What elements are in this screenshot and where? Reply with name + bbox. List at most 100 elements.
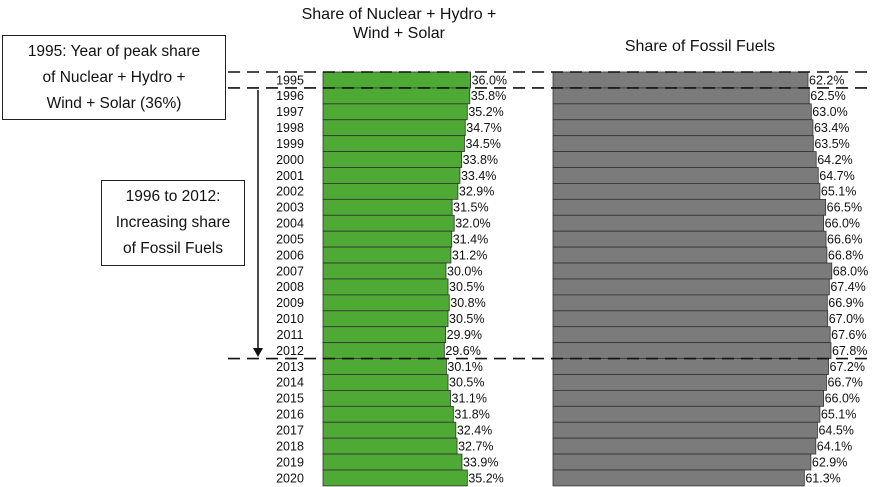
value-label: 61.3% [805, 471, 840, 485]
bar [552, 151, 817, 168]
y-tick-label: 2000 [276, 153, 304, 167]
value-label: 66.0% [825, 217, 860, 231]
value-label: 33.4% [461, 169, 496, 183]
value-label: 63.5% [814, 137, 849, 151]
y-tick-label: 2015 [276, 392, 304, 406]
bar [552, 358, 829, 375]
bar [322, 278, 449, 296]
value-label: 32.4% [457, 423, 492, 437]
bar [552, 278, 830, 296]
bar [552, 405, 821, 423]
value-label: 34.5% [465, 137, 500, 151]
bar [552, 135, 814, 152]
value-label: 65.1% [821, 408, 856, 422]
y-tick-label: 2016 [276, 408, 304, 422]
bar [552, 119, 814, 137]
value-label: 68.0% [833, 264, 868, 278]
annotation: 1995: Year of peak share of Nuclear + Hy… [2, 35, 226, 120]
y-tick-label: 1999 [276, 137, 304, 151]
value-label: 64.2% [817, 153, 852, 167]
value-label: 35.2% [468, 105, 503, 119]
value-label: 66.8% [828, 248, 863, 262]
bar [552, 71, 809, 89]
value-label: 67.6% [831, 328, 866, 342]
y-tick-label: 2013 [276, 360, 304, 374]
bar [322, 453, 463, 471]
bar [552, 374, 827, 391]
value-label: 30.8% [450, 296, 485, 310]
value-label: 31.4% [453, 232, 488, 246]
bar [322, 167, 461, 184]
y-tick-label: 2002 [276, 185, 304, 199]
y-tick-label: 2008 [276, 280, 304, 294]
bar [322, 294, 450, 312]
bar [322, 135, 465, 152]
bar [322, 326, 446, 344]
y-tick-label: 2020 [276, 471, 304, 485]
y-tick-label: 2004 [276, 217, 304, 231]
value-label: 66.0% [825, 392, 860, 406]
value-label: 31.5% [453, 201, 488, 215]
bar [552, 342, 832, 359]
value-label: 34.7% [466, 121, 501, 135]
bar [322, 310, 449, 328]
value-label: 31.2% [452, 248, 487, 262]
y-tick-label: 2003 [276, 201, 304, 215]
bar [322, 246, 452, 264]
value-label: 64.5% [818, 423, 853, 437]
value-label: 30.0% [447, 264, 482, 278]
bar [322, 358, 447, 375]
y-tick-label: 1997 [276, 105, 304, 119]
bar [322, 262, 447, 280]
value-label: 32.9% [459, 185, 494, 199]
value-label: 29.9% [447, 328, 482, 342]
value-label: 64.1% [817, 439, 852, 453]
y-tick-label: 2012 [276, 344, 304, 358]
value-label: 31.8% [454, 408, 489, 422]
y-tick-label: 2017 [276, 423, 304, 437]
bar [322, 119, 466, 137]
annotation: 1996 to 2012: Increasing share of Fossil… [101, 180, 245, 266]
value-label: 64.7% [819, 169, 854, 183]
bar [552, 214, 825, 232]
panel-title: Share of Fossil Fuels [624, 38, 776, 55]
value-label: 66.6% [827, 232, 862, 246]
y-tick-label: 2011 [277, 328, 304, 342]
value-label: 36.0% [472, 73, 507, 87]
value-label: 66.7% [827, 376, 862, 390]
bar [322, 469, 468, 487]
value-label: 62.2% [809, 73, 844, 87]
bar [552, 437, 817, 455]
bar [322, 342, 445, 359]
bar [552, 469, 805, 487]
value-label: 33.8% [463, 153, 498, 167]
value-label: 30.5% [449, 280, 484, 294]
y-tick-label: 1996 [276, 89, 304, 103]
value-label: 66.5% [827, 201, 862, 215]
bar [322, 183, 459, 200]
bar [552, 389, 825, 407]
bar [552, 421, 818, 439]
y-tick-label: 2001 [276, 169, 304, 183]
bar [322, 230, 453, 248]
value-label: 30.5% [449, 312, 484, 326]
bar [322, 374, 449, 391]
bar [322, 421, 457, 439]
y-tick-label: 1998 [276, 121, 304, 135]
bar [322, 214, 455, 232]
value-label: 33.9% [463, 455, 498, 469]
value-label: 30.1% [447, 360, 482, 374]
bar [552, 183, 821, 200]
bar [552, 230, 827, 248]
y-tick-label: 2005 [276, 232, 304, 246]
bar [552, 310, 829, 328]
value-label: 35.2% [468, 471, 503, 485]
bar [552, 167, 819, 184]
y-tick-label: 2010 [276, 312, 304, 326]
y-tick-label: 2007 [276, 264, 304, 278]
value-label: 67.2% [830, 360, 865, 374]
value-label: 31.1% [452, 392, 487, 406]
panel-title: Share of Nuclear + Hydro + Wind + Solar [301, 6, 497, 42]
